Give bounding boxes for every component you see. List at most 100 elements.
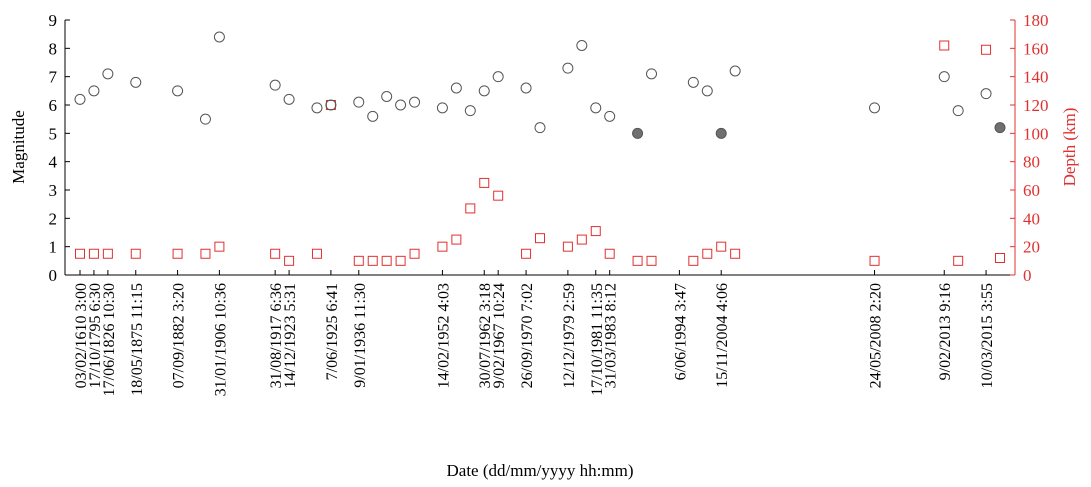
depth-point [535, 233, 545, 244]
depth-point [270, 248, 281, 259]
magnitude-point [353, 96, 365, 108]
depth-point [88, 248, 99, 259]
x-tick-label: 31/01/1906 10:36 [212, 283, 229, 396]
right-tick-label: 160 [1023, 39, 1049, 58]
depth-point [576, 234, 587, 245]
left-tick-label: 3 [49, 181, 58, 200]
x-tick-label: 15/11/2004 4:06 [714, 283, 731, 388]
left-tick-label: 0 [49, 266, 58, 285]
depth-point [367, 255, 378, 266]
magnitude-point [269, 79, 281, 91]
left-tick-label: 2 [49, 209, 58, 228]
magnitude-point [562, 62, 574, 74]
magnitude-point [520, 82, 532, 94]
right-tick-label: 40 [1023, 209, 1040, 228]
magnitude-point [450, 82, 462, 94]
right-tick-label: 0 [1023, 266, 1032, 285]
depth-point [75, 248, 85, 259]
y-axis-label-right: Depth (km) [1060, 108, 1079, 187]
x-tick-label: 17/06/1826 10:30 [101, 283, 118, 396]
magnitude-point [576, 40, 588, 51]
depth-point [995, 253, 1005, 263]
depth-point [311, 248, 322, 259]
magnitude-point [381, 91, 393, 102]
depth-point [200, 248, 211, 259]
depth-point [939, 40, 950, 51]
depth-point [130, 248, 141, 259]
depth-point [493, 190, 504, 201]
depth-point [716, 241, 727, 252]
depth-point [562, 241, 573, 252]
x-tick-label: 14/12/1923 5:31 [282, 283, 299, 388]
magnitude-point [130, 76, 142, 88]
x-tick-label: 31/03/1983 8:12 [603, 283, 620, 388]
x-tick-label: 9/02/1967 10:24 [491, 283, 508, 388]
plot-frame [64, 20, 1016, 276]
x-tick-label: 9/02/2013 9:16 [937, 283, 954, 380]
magnitude-point [492, 71, 504, 83]
magnitude-point [199, 113, 211, 125]
left-axis-ticks: 0 1 2 3 4 5 6 7 8 9 [49, 11, 70, 285]
x-tick-label: 7/06/1925 6:41 [324, 283, 341, 380]
magnitude-point [395, 99, 407, 111]
magnitude-point [102, 68, 114, 80]
x-tick-label: 17/10/1981 11:35 [589, 283, 606, 396]
depth-point [102, 248, 113, 259]
magnitude-point-filled [715, 127, 727, 139]
depth-point [381, 255, 392, 266]
x-tick-label: 26/09/1970 7:02 [519, 283, 536, 388]
depth-point [869, 255, 880, 266]
right-tick-label: 120 [1023, 96, 1049, 115]
x-axis-label: Date (dd/mm/yyyy hh:mm) [447, 461, 634, 480]
magnitude-point [938, 71, 950, 83]
magnitude-point [729, 65, 741, 77]
magnitude-point [74, 93, 86, 105]
x-tick-label: 18/05/1875 11:15 [129, 283, 146, 396]
depth-point [981, 44, 992, 55]
depth-point [465, 203, 476, 214]
magnitude-point [88, 85, 100, 97]
magnitude-point [409, 96, 421, 108]
depth-point [479, 177, 490, 188]
x-tick-label: 24/05/2008 2:20 [868, 283, 885, 388]
magnitude-point [869, 102, 881, 114]
depth-point [325, 100, 336, 110]
left-tick-label: 5 [49, 124, 58, 143]
x-tick-label: 07/09/1882 3:20 [171, 283, 188, 388]
depth-point [214, 241, 225, 252]
x-tick-label: 10/03/2015 3:55 [979, 283, 996, 388]
right-tick-label: 100 [1023, 124, 1049, 143]
depth-point [353, 255, 364, 266]
magnitude-point [701, 85, 713, 97]
right-tick-label: 180 [1023, 11, 1049, 30]
magnitude-point [534, 122, 546, 134]
depth-point [284, 255, 295, 266]
magnitude-point [604, 110, 616, 122]
x-tick-label: 9/01/1936 11:30 [352, 283, 369, 388]
left-tick-label: 9 [49, 11, 58, 30]
magnitude-point [687, 76, 699, 88]
right-tick-label: 20 [1023, 238, 1040, 257]
depth-point [395, 255, 406, 266]
magnitude-point-filled [632, 127, 644, 139]
depth-point [437, 241, 448, 252]
x-tick-label: 03/02/1610 3:00 [73, 283, 90, 388]
magnitude-point [311, 102, 323, 114]
depth-point [688, 255, 699, 266]
magnitude-point [646, 68, 658, 80]
depth-point [702, 248, 713, 259]
left-tick-label: 6 [49, 96, 58, 115]
magnitude-point [367, 110, 379, 122]
right-tick-label: 140 [1023, 68, 1049, 87]
depth-point [409, 248, 420, 259]
left-tick-label: 8 [49, 39, 58, 58]
x-tick-label: 31/08/1917 6:36 [268, 283, 285, 388]
x-tick-label: 6/06/1994 3:47 [672, 283, 689, 380]
depth-point [953, 255, 964, 266]
x-tick-label: 30/07/1962 3:18 [477, 283, 494, 388]
magnitude-point [478, 85, 490, 97]
magnitude-series [74, 31, 1006, 139]
magnitude-point [325, 99, 337, 111]
left-tick-label: 7 [49, 68, 58, 87]
